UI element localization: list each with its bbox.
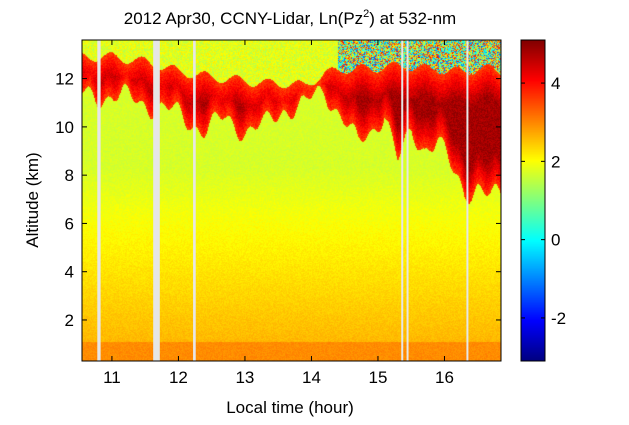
- plot-frame: [81, 39, 502, 362]
- data-gap-2: [193, 40, 196, 361]
- x-tick-label: 11: [103, 368, 121, 387]
- colorbar-tick-label: 2: [551, 152, 560, 171]
- chart-title-main: 2012 Apr30, CCNY-Lidar, Ln(Pz: [124, 9, 363, 28]
- chart-title-superscript: 2: [363, 8, 369, 20]
- data-gap-1: [153, 40, 160, 361]
- x-axis-ticks: 11 12 13 14 15 16: [103, 40, 454, 387]
- y-tick-label: 2: [65, 311, 74, 330]
- y-tick-label: 6: [65, 214, 74, 233]
- x-tick-label: 16: [435, 368, 454, 387]
- y-axis-ticks: 2 4 6 8 10 12: [55, 70, 501, 330]
- data-gap-4: [406, 40, 409, 361]
- colorbar: -2 0 2 4: [520, 39, 566, 362]
- colorbar-frame: [520, 39, 546, 362]
- y-tick-label: 8: [65, 166, 74, 185]
- colorbar-tick-label: 4: [551, 74, 560, 93]
- data-gap-3: [401, 40, 404, 361]
- x-tick-label: 12: [169, 368, 188, 387]
- chart-title: 2012 Apr30, CCNY-Lidar, Ln(Pz2) at 532-n…: [124, 8, 456, 28]
- x-tick-label: 13: [235, 368, 254, 387]
- data-gaps: [97, 40, 469, 361]
- heatmap-image: [82, 40, 501, 361]
- colorbar-ticks: -2 0 2 4: [521, 74, 566, 328]
- data-gap-0: [97, 40, 101, 361]
- y-tick-label: 10: [55, 118, 74, 137]
- y-tick-label: 4: [65, 263, 74, 282]
- colorbar-gradient: [521, 40, 545, 361]
- x-tick-label: 15: [368, 368, 387, 387]
- data-gap-5: [466, 40, 469, 361]
- x-axis-label: Local time (hour): [226, 398, 354, 417]
- colorbar-tick-label: 0: [551, 231, 560, 250]
- heatmap-plot: 11 12 13 14 15 16 2 4 6 8 10 12: [55, 39, 502, 387]
- y-tick-label: 12: [55, 70, 74, 89]
- x-tick-label: 14: [302, 368, 321, 387]
- colorbar-tick-label: -2: [551, 309, 566, 328]
- chart-title-suffix: ) at 532-nm: [369, 9, 456, 28]
- y-axis-label: Altitude (km): [23, 152, 42, 247]
